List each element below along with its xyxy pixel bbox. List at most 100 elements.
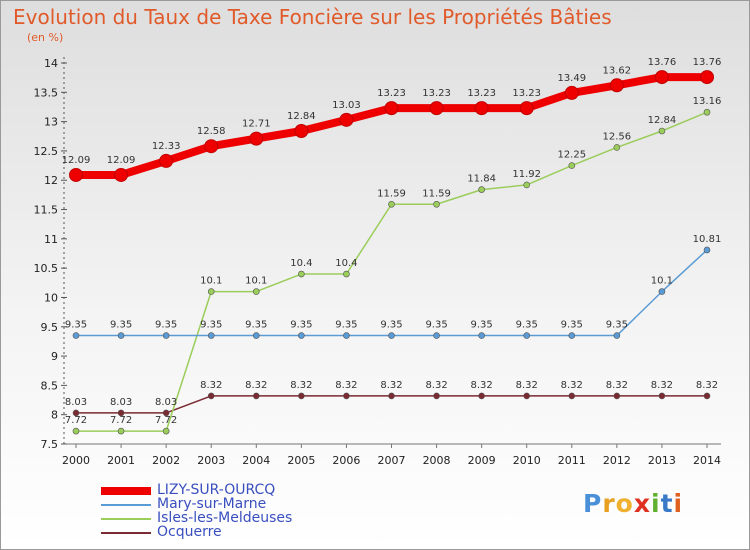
data-label-2: 12.56 — [603, 131, 632, 142]
legend: LIZY-SUR-OURCQ Mary-sur-Marne Isles-les-… — [97, 482, 357, 540]
y-tick-label: 9 — [51, 350, 58, 363]
data-point-0 — [564, 85, 579, 100]
y-tick-label: 7.5 — [41, 438, 59, 451]
data-label-2: 11.92 — [512, 169, 541, 180]
data-point-3 — [478, 392, 485, 400]
data-point-1 — [298, 332, 305, 339]
data-label-1: 9.35 — [110, 320, 132, 331]
data-point-1 — [478, 332, 485, 339]
unit-label: (en %) — [27, 31, 64, 44]
data-label-0: 12.71 — [242, 119, 271, 130]
legend-swatch-lizy — [101, 487, 151, 495]
data-point-3 — [658, 392, 666, 400]
data-label-2: 12.25 — [557, 150, 586, 161]
data-point-1 — [613, 332, 621, 339]
data-point-1 — [523, 332, 531, 339]
data-label-3: 8.32 — [290, 380, 312, 391]
data-label-3: 8.32 — [425, 380, 447, 391]
data-label-1: 9.35 — [471, 320, 493, 331]
data-label-0: 13.76 — [693, 57, 722, 68]
data-point-0 — [69, 167, 83, 182]
data-label-1: 9.35 — [425, 320, 447, 331]
data-label-0: 12.09 — [62, 155, 91, 166]
data-point-2 — [72, 427, 80, 435]
legend-label-ocquerre: Ocquerre — [157, 524, 222, 540]
data-point-3 — [343, 392, 350, 400]
y-tick-label: 8 — [51, 409, 58, 422]
data-label-0: 13.23 — [467, 88, 496, 99]
data-label-2: 10.4 — [335, 258, 357, 269]
y-tick-label: 13.5 — [34, 86, 59, 99]
data-point-3 — [162, 409, 170, 417]
logo-letter: i — [651, 489, 661, 518]
data-label-1: 9.35 — [65, 320, 87, 331]
data-point-3 — [252, 392, 260, 400]
data-label-2: 7.72 — [110, 415, 132, 426]
x-tick-label: 2009 — [468, 454, 496, 467]
data-point-0 — [159, 153, 174, 168]
x-tick-label: 2014 — [693, 454, 721, 467]
data-label-2: 10.4 — [290, 258, 312, 269]
data-label-0: 12.84 — [287, 111, 316, 122]
logo-letter: P — [583, 489, 603, 518]
x-tick-label: 2012 — [603, 454, 631, 467]
data-point-0 — [339, 112, 354, 127]
chart-title: Evolution du Taux de Taxe Foncière sur l… — [13, 5, 612, 29]
data-point-1 — [252, 332, 260, 339]
series-points — [69, 70, 714, 435]
data-label-2: 13.16 — [693, 96, 722, 107]
data-point-1 — [433, 332, 440, 339]
data-point-0 — [474, 101, 489, 116]
data-point-0 — [429, 101, 444, 116]
data-point-1 — [388, 332, 395, 339]
data-point-1 — [703, 246, 711, 254]
x-tick-label: 2011 — [558, 454, 586, 467]
y-tick-label: 12 — [44, 174, 58, 187]
data-point-3 — [613, 392, 621, 400]
y-tick-label: 13 — [44, 116, 58, 129]
data-point-3 — [433, 392, 440, 400]
data-point-0 — [654, 70, 669, 85]
data-label-1: 9.35 — [561, 320, 583, 331]
data-label-2: 7.72 — [155, 415, 177, 426]
data-label-3: 8.32 — [696, 380, 718, 391]
data-label-0: 13.49 — [557, 73, 586, 84]
data-label-3: 8.32 — [335, 380, 357, 391]
data-point-0 — [519, 101, 534, 116]
data-label-3: 8.32 — [561, 380, 583, 391]
data-label-2: 11.84 — [467, 174, 496, 185]
data-label-0: 12.09 — [107, 155, 136, 166]
data-label-2: 12.84 — [648, 115, 677, 126]
data-label-0: 13.23 — [422, 88, 451, 99]
data-label-2: 11.59 — [422, 188, 451, 199]
data-label-1: 9.35 — [606, 320, 628, 331]
data-point-2 — [388, 200, 395, 208]
data-point-2 — [568, 162, 576, 169]
x-tick-label: 2013 — [648, 454, 676, 467]
data-point-3 — [523, 392, 531, 400]
legend-item-lizy: LIZY-SUR-OURCQ — [97, 482, 357, 498]
data-point-0 — [249, 131, 264, 146]
legend-swatch-mary — [101, 504, 151, 506]
data-label-2: 10.1 — [245, 276, 267, 287]
y-tick-label: 11.5 — [34, 204, 59, 217]
data-label-0: 13.23 — [377, 88, 406, 99]
data-label-3: 8.32 — [200, 380, 222, 391]
data-point-2 — [658, 127, 666, 135]
x-tick-label: 2001 — [107, 454, 135, 467]
data-labels: 12.09 12.09 12.33 12.58 12.71 12.84 13.03 13.23… — [62, 57, 722, 426]
data-point-1 — [343, 332, 350, 339]
data-point-2 — [433, 200, 440, 208]
data-label-1: 9.35 — [200, 320, 222, 331]
data-point-1 — [72, 332, 80, 339]
data-label-3: 8.32 — [380, 380, 402, 391]
data-label-3: 8.32 — [245, 380, 267, 391]
y-tick-label: 10.5 — [34, 262, 59, 275]
logo-letter: i — [673, 489, 684, 518]
data-label-1: 10.1 — [651, 276, 673, 287]
data-point-3 — [72, 409, 80, 417]
x-tick-label: 2010 — [513, 454, 541, 467]
data-label-0: 13.23 — [512, 88, 541, 99]
data-point-3 — [117, 409, 125, 417]
data-point-2 — [478, 186, 485, 193]
